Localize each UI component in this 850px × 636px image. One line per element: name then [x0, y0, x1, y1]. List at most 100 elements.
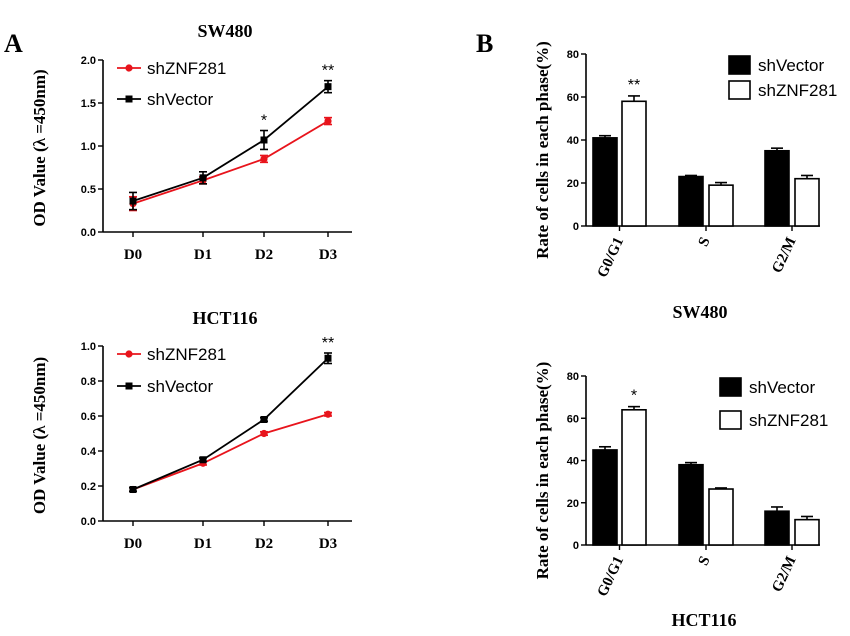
bar — [678, 463, 704, 546]
y-axis-label: Rate of cells in each phase(%) — [533, 362, 552, 580]
bar-chart-sw480: SW480 Rate of cells in each phase(%) 0 20 40… — [533, 41, 837, 322]
series-line — [132, 120, 329, 205]
y-axis-label: OD Value (λ =450nm) — [30, 357, 49, 514]
series-line — [132, 413, 329, 491]
series-shznf281 — [621, 95, 820, 227]
x-tick-label: D1 — [194, 247, 212, 263]
y-tick-label: 0.0 — [81, 516, 96, 528]
bar — [708, 184, 734, 227]
legend-marker — [125, 382, 133, 390]
series-line — [132, 357, 329, 491]
legend-label: shVector — [758, 56, 824, 75]
y-tick-label: 1.0 — [81, 341, 96, 353]
series-shznf281 — [129, 116, 332, 212]
data-point — [324, 410, 332, 418]
data-point — [260, 416, 268, 423]
x-tick-label: D0 — [124, 536, 142, 552]
y-axis-label: OD Value (λ =450nm) — [30, 69, 49, 226]
y-tick-label: 80 — [567, 49, 579, 61]
legend-label: shZNF281 — [147, 345, 226, 364]
significance-mark: ** — [322, 63, 334, 80]
y-tick-label: 0.5 — [81, 184, 96, 196]
y-tick-label: 1.0 — [81, 141, 96, 153]
y-tick-label: 0.6 — [81, 411, 96, 423]
data-point — [129, 486, 137, 493]
bar — [764, 510, 790, 546]
panel-letter-a: A — [4, 29, 23, 58]
legend-swatch — [728, 55, 751, 75]
y-tick-label: 0.2 — [81, 481, 96, 493]
series-shvector — [592, 134, 790, 227]
y-tick-label: 0.0 — [81, 227, 96, 239]
series-line — [132, 85, 329, 202]
x-tick-label: S — [696, 554, 714, 568]
x-tick-label: G2/M — [769, 235, 799, 276]
series-shvector — [592, 445, 790, 546]
y-tick-label: 0 — [573, 540, 579, 552]
y-axis-label: Rate of cells in each phase(%) — [533, 41, 552, 259]
y-tick-label: 2.0 — [81, 55, 96, 67]
bar — [794, 177, 820, 227]
significance-mark: * — [261, 113, 267, 130]
legend-swatch — [719, 377, 742, 397]
x-tick-label: D3 — [319, 247, 337, 263]
legend-label: shVector — [749, 378, 815, 397]
legend-label: shZNF281 — [749, 411, 828, 430]
bar — [678, 175, 704, 227]
legend-label: shVector — [147, 377, 213, 396]
data-point — [260, 136, 268, 144]
y-tick-label: 0 — [573, 221, 579, 233]
chart-title: SW480 — [197, 21, 252, 41]
y-tick-label: 0.8 — [81, 376, 96, 388]
bar — [621, 408, 647, 546]
data-point — [199, 456, 207, 464]
legend-label: shVector — [147, 90, 213, 109]
y-tick-label: 80 — [567, 371, 579, 383]
data-point — [324, 117, 332, 125]
series-shznf281 — [621, 405, 820, 546]
series-shvector — [129, 352, 332, 493]
y-tick-label: 20 — [567, 498, 579, 510]
y-tick-label: 40 — [567, 456, 579, 468]
y-tick-label: 1.5 — [81, 98, 96, 110]
bar — [794, 518, 820, 546]
x-tick-label: D1 — [194, 536, 212, 552]
legend-label: shZNF281 — [147, 59, 226, 78]
significance-mark: ** — [628, 77, 640, 94]
line-chart-sw480: SW480 OD Value (λ =450nm) 0.0 0.5 1.0 1.5 2.0 D… — [30, 21, 352, 263]
x-tick-label: G2/M — [769, 554, 799, 595]
data-point — [324, 83, 332, 91]
data-point — [260, 429, 268, 438]
data-point — [129, 197, 137, 205]
bar-chart-hct116: HCT116 Rate of cells in each phase(%) 0 20 4… — [533, 362, 828, 630]
chart-title: HCT116 — [192, 308, 257, 328]
chart-title: HCT116 — [671, 610, 736, 630]
significance-mark: ** — [322, 335, 334, 352]
y-tick-label: 0.4 — [81, 446, 97, 458]
x-tick-label: D2 — [255, 536, 273, 552]
bar — [592, 449, 618, 546]
x-tick-label: D3 — [319, 536, 337, 552]
y-tick-label: 20 — [567, 178, 579, 190]
significance-mark: * — [631, 388, 637, 405]
legend-marker — [125, 350, 133, 358]
bar — [621, 100, 647, 227]
series-shznf281 — [129, 410, 332, 494]
data-point — [199, 174, 207, 182]
x-tick-label: D2 — [255, 247, 273, 263]
data-point — [324, 354, 332, 362]
bar — [708, 488, 734, 546]
legend-swatch — [728, 80, 751, 100]
line-chart-hct116: HCT116 OD Value (λ =450nm) 0.0 0.2 0.4 0.6 0.8… — [30, 308, 352, 552]
panel-letter-b: B — [476, 29, 493, 58]
bar — [592, 137, 618, 227]
series-shvector — [129, 79, 332, 211]
bar — [764, 149, 790, 227]
x-tick-label: S — [696, 235, 714, 249]
y-tick-label: 40 — [567, 135, 579, 147]
legend-label: shZNF281 — [758, 81, 837, 100]
chart-title: SW480 — [672, 302, 727, 322]
legend-marker — [125, 64, 133, 72]
